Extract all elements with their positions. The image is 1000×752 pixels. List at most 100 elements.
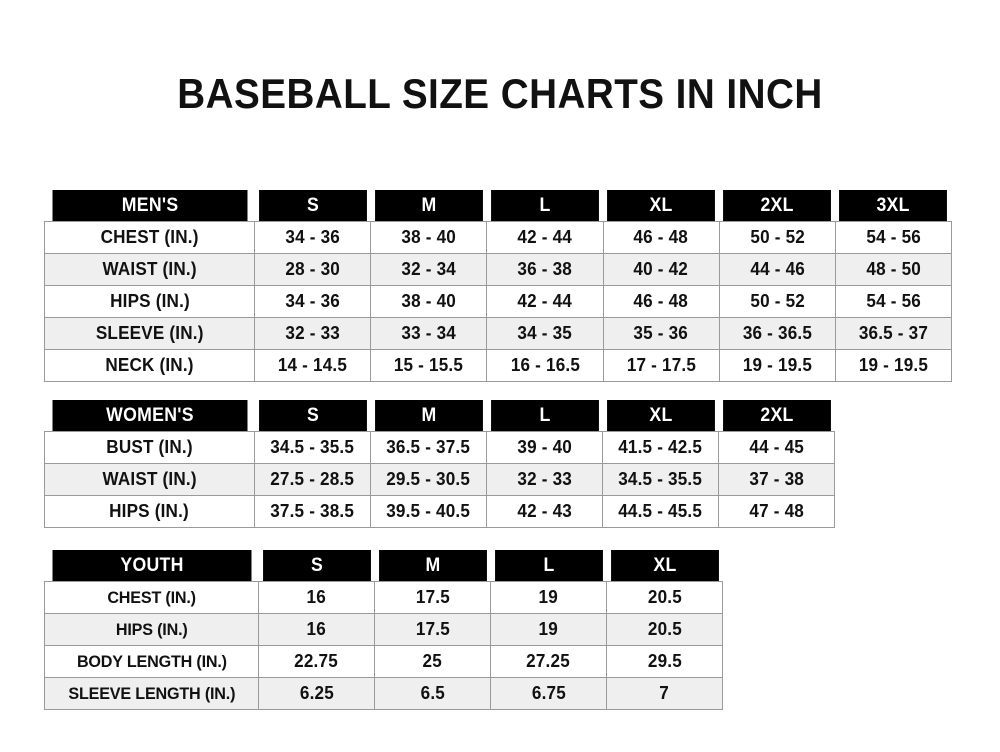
womens-header-label: WOMEN'S bbox=[51, 400, 248, 432]
measurement-cell: 54 - 56 bbox=[834, 221, 953, 254]
womens-table-body: BUST (IN.) 34.5 - 35.5 36.5 - 37.5 39 - 40 4… bbox=[44, 431, 835, 528]
measurement-cell: 32 - 33 bbox=[486, 463, 603, 496]
measurement-cell: 14 - 14.5 bbox=[254, 349, 372, 382]
measurement-cell: 7 bbox=[606, 677, 723, 710]
mens-table-body: CHEST (IN.) 34 - 36 38 - 40 42 - 44 46 - 48 5… bbox=[43, 221, 953, 382]
header-row: YOUTH S M L XL bbox=[45, 550, 723, 582]
measurement-cell: 36.5 - 37 bbox=[834, 317, 953, 350]
measurement-cell: 19 - 19.5 bbox=[718, 349, 836, 382]
measurement-cell: 34.5 - 35.5 bbox=[602, 463, 719, 496]
youth-row-label: HIPS (IN.) bbox=[44, 613, 259, 646]
womens-table-header: WOMEN'S S M L XL 2XL bbox=[45, 400, 835, 432]
measurement-cell: 19 bbox=[490, 613, 607, 646]
measurement-cell: 37.5 - 38.5 bbox=[254, 495, 371, 528]
measurement-cell: 28 - 30 bbox=[254, 253, 372, 286]
measurement-cell: 19 bbox=[490, 581, 607, 614]
measurement-cell: 20.5 bbox=[606, 581, 723, 614]
measurement-cell: 36 - 36.5 bbox=[718, 317, 836, 350]
measurement-cell: 34 - 36 bbox=[254, 285, 372, 318]
measurement-cell: 41.5 - 42.5 bbox=[602, 431, 719, 464]
table-row: CHEST (IN.) 16 17.5 19 20.5 bbox=[44, 581, 723, 614]
measurement-cell: 16 bbox=[258, 613, 375, 646]
measurement-cell: 40 - 42 bbox=[602, 253, 720, 286]
measurement-cell: 39.5 - 40.5 bbox=[370, 495, 487, 528]
table-row: HIPS (IN.) 16 17.5 19 20.5 bbox=[44, 613, 723, 646]
mens-row-label: NECK (IN.) bbox=[43, 349, 256, 382]
measurement-cell: 34 - 36 bbox=[254, 221, 372, 254]
measurement-cell: 17.5 bbox=[374, 581, 491, 614]
measurement-cell: 6.75 bbox=[490, 677, 607, 710]
measurement-cell: 32 - 33 bbox=[254, 317, 372, 350]
mens-header-label: MEN'S bbox=[51, 190, 248, 222]
measurement-cell: 48 - 50 bbox=[834, 253, 953, 286]
measurement-cell: 37 - 38 bbox=[718, 463, 835, 496]
measurement-cell: 25 bbox=[374, 645, 491, 678]
mens-size-table: MEN'S S M L XL 2XL 3XL CHEST (IN.) 34 - 36 38 - … bbox=[43, 190, 953, 382]
youth-column-header-xl: XL bbox=[610, 550, 719, 582]
youth-table-header: YOUTH S M L XL bbox=[45, 550, 723, 582]
measurement-cell: 19 - 19.5 bbox=[834, 349, 953, 382]
measurement-cell: 6.5 bbox=[374, 677, 491, 710]
youth-header-label: YOUTH bbox=[51, 550, 252, 582]
mens-column-header-l: L bbox=[491, 190, 600, 222]
womens-column-header-m: M bbox=[374, 400, 483, 432]
measurement-cell: 46 - 48 bbox=[602, 221, 720, 254]
youth-column-header-m: M bbox=[378, 550, 487, 582]
youth-table-body: CHEST (IN.) 16 17.5 19 20.5 HIPS (IN.) 16 17.5 1… bbox=[44, 581, 723, 710]
measurement-cell: 44 - 45 bbox=[718, 431, 835, 464]
womens-column-header-s: S bbox=[258, 400, 367, 432]
measurement-cell: 33 - 34 bbox=[370, 317, 488, 350]
measurement-cell: 44.5 - 45.5 bbox=[602, 495, 719, 528]
measurement-cell: 15 - 15.5 bbox=[370, 349, 488, 382]
measurement-cell: 20.5 bbox=[606, 613, 723, 646]
table-row: HIPS (IN.) 37.5 - 38.5 39.5 - 40.5 42 - 43 4… bbox=[44, 495, 835, 528]
table-row: NECK (IN.) 14 - 14.5 15 - 15.5 16 - 16.5 17 … bbox=[43, 349, 953, 382]
header-row: WOMEN'S S M L XL 2XL bbox=[45, 400, 835, 432]
womens-column-header-2xl: 2XL bbox=[722, 400, 831, 432]
measurement-cell: 50 - 52 bbox=[718, 285, 836, 318]
womens-column-header-xl: XL bbox=[606, 400, 715, 432]
youth-row-label: CHEST (IN.) bbox=[44, 581, 259, 614]
measurement-cell: 44 - 46 bbox=[718, 253, 836, 286]
mens-row-label: SLEEVE (IN.) bbox=[43, 317, 256, 350]
table-row: CHEST (IN.) 34 - 36 38 - 40 42 - 44 46 - 48 5… bbox=[43, 221, 953, 254]
youth-row-label: SLEEVE LENGTH (IN.) bbox=[44, 677, 259, 710]
mens-column-header-s: S bbox=[258, 190, 367, 222]
table-row: HIPS (IN.) 34 - 36 38 - 40 42 - 44 46 - 48 50… bbox=[43, 285, 953, 318]
measurement-cell: 16 bbox=[258, 581, 375, 614]
measurement-cell: 16 - 16.5 bbox=[486, 349, 604, 382]
measurement-cell: 17 - 17.5 bbox=[602, 349, 720, 382]
mens-table-header: MEN'S S M L XL 2XL 3XL bbox=[45, 190, 952, 222]
table-row: WAIST (IN.) 28 - 30 32 - 34 36 - 38 40 - 42 4… bbox=[43, 253, 953, 286]
mens-column-header-xl: XL bbox=[607, 190, 716, 222]
youth-column-header-s: S bbox=[262, 550, 371, 582]
measurement-cell: 29.5 bbox=[606, 645, 723, 678]
measurement-cell: 6.25 bbox=[258, 677, 375, 710]
measurement-cell: 34.5 - 35.5 bbox=[254, 431, 371, 464]
measurement-cell: 27.25 bbox=[490, 645, 607, 678]
measurement-cell: 32 - 34 bbox=[370, 253, 488, 286]
youth-column-header-l: L bbox=[494, 550, 603, 582]
measurement-cell: 47 - 48 bbox=[718, 495, 835, 528]
womens-row-label: HIPS (IN.) bbox=[44, 495, 255, 528]
table-row: BUST (IN.) 34.5 - 35.5 36.5 - 37.5 39 - 40 4… bbox=[44, 431, 835, 464]
mens-column-header-m: M bbox=[374, 190, 483, 222]
mens-column-header-2xl: 2XL bbox=[723, 190, 832, 222]
header-row: MEN'S S M L XL 2XL 3XL bbox=[45, 190, 952, 222]
youth-size-table: YOUTH S M L XL CHEST (IN.) 16 17.5 19 20.5 HIPS (… bbox=[44, 550, 723, 710]
measurement-cell: 36 - 38 bbox=[486, 253, 604, 286]
womens-row-label: WAIST (IN.) bbox=[44, 463, 255, 496]
measurement-cell: 42 - 44 bbox=[486, 285, 604, 318]
measurement-cell: 54 - 56 bbox=[834, 285, 953, 318]
mens-column-header-3xl: 3XL bbox=[839, 190, 948, 222]
measurement-cell: 27.5 - 28.5 bbox=[254, 463, 371, 496]
table-row: SLEEVE LENGTH (IN.) 6.25 6.5 6.75 7 bbox=[44, 677, 723, 710]
mens-row-label: WAIST (IN.) bbox=[43, 253, 256, 286]
measurement-cell: 36.5 - 37.5 bbox=[370, 431, 487, 464]
table-row: SLEEVE (IN.) 32 - 33 33 - 34 34 - 35 35 - 36… bbox=[43, 317, 953, 350]
table-row: WAIST (IN.) 27.5 - 28.5 29.5 - 30.5 32 - 33… bbox=[44, 463, 835, 496]
measurement-cell: 17.5 bbox=[374, 613, 491, 646]
measurement-cell: 22.75 bbox=[258, 645, 375, 678]
mens-row-label: HIPS (IN.) bbox=[43, 285, 256, 318]
measurement-cell: 42 - 43 bbox=[486, 495, 603, 528]
